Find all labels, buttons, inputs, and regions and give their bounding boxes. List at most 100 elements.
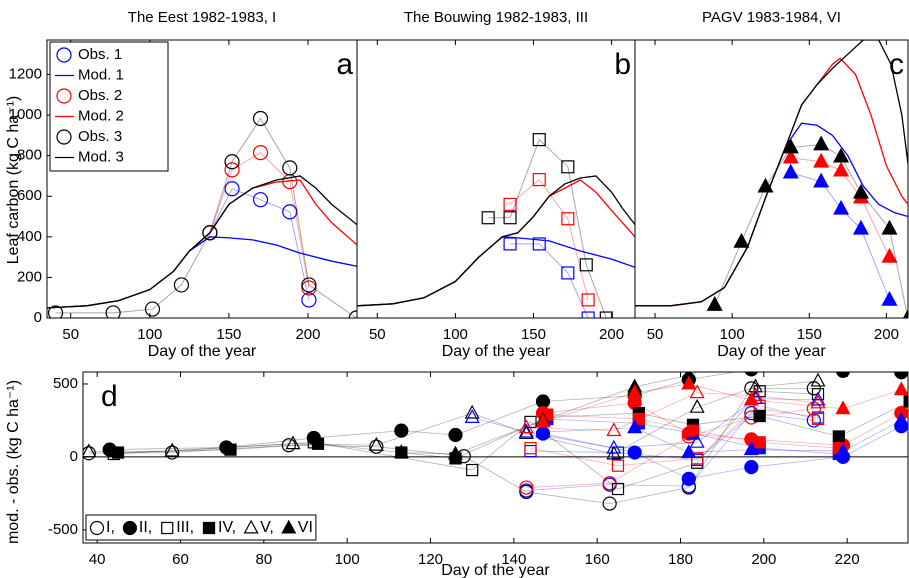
marker bbox=[111, 446, 125, 459]
x-tick-label: 200 bbox=[599, 326, 624, 343]
x-tick-label: 120 bbox=[418, 551, 443, 568]
marker bbox=[893, 381, 908, 396]
panel-label: d bbox=[101, 380, 118, 413]
link-line bbox=[109, 372, 902, 451]
marker bbox=[833, 161, 850, 177]
marker bbox=[893, 412, 908, 426]
marker bbox=[611, 459, 625, 472]
marker bbox=[881, 290, 898, 306]
marker bbox=[813, 172, 830, 188]
link-line bbox=[542, 383, 902, 423]
marker bbox=[369, 439, 384, 454]
x-tick-label: 60 bbox=[172, 551, 189, 568]
legend-label: V, bbox=[260, 519, 274, 536]
marker bbox=[689, 433, 705, 448]
legend-label: III, bbox=[176, 519, 194, 536]
marker bbox=[311, 437, 325, 450]
marker bbox=[164, 442, 180, 457]
marker bbox=[285, 435, 301, 450]
link-line bbox=[117, 401, 908, 459]
marker bbox=[282, 160, 298, 176]
marker bbox=[224, 443, 237, 456]
marker bbox=[606, 422, 622, 437]
marker bbox=[627, 384, 643, 399]
marker bbox=[105, 305, 121, 318]
marker bbox=[681, 471, 696, 486]
marker bbox=[753, 409, 766, 423]
legend-marker bbox=[122, 520, 137, 536]
legend-marker bbox=[56, 88, 72, 104]
marker bbox=[743, 441, 759, 456]
marker bbox=[393, 444, 409, 459]
y-tick-label: 1200 bbox=[9, 65, 42, 82]
marker bbox=[252, 192, 269, 208]
marker bbox=[835, 400, 851, 415]
marker bbox=[810, 372, 826, 387]
x-tick-label: 150 bbox=[216, 326, 241, 343]
marker bbox=[813, 135, 830, 151]
legend-box bbox=[49, 41, 169, 172]
link-line bbox=[526, 408, 814, 488]
marker bbox=[753, 436, 766, 449]
plot-frame bbox=[634, 39, 909, 319]
x-axis-label: Day of the year bbox=[717, 343, 826, 360]
marker bbox=[252, 145, 269, 161]
marker bbox=[535, 413, 551, 428]
link-line bbox=[530, 405, 819, 467]
marker bbox=[202, 225, 218, 241]
panel-label: a bbox=[336, 48, 353, 81]
marker bbox=[599, 311, 613, 318]
marker bbox=[813, 152, 830, 168]
y-tick-label: 200 bbox=[17, 268, 42, 285]
x-tick-label: 40 bbox=[89, 551, 106, 568]
legend-box bbox=[85, 514, 317, 541]
obs-line bbox=[55, 117, 357, 318]
marker bbox=[581, 293, 595, 307]
marker bbox=[173, 277, 190, 293]
marker bbox=[503, 211, 517, 225]
marker bbox=[689, 398, 705, 413]
x-tick-label: 100 bbox=[443, 326, 468, 343]
marker bbox=[524, 442, 537, 455]
link-line bbox=[88, 387, 814, 505]
obs-line bbox=[714, 143, 908, 318]
marker bbox=[602, 496, 617, 511]
marker bbox=[833, 199, 850, 215]
x-tick-label: 50 bbox=[369, 326, 386, 343]
marker bbox=[519, 483, 534, 498]
marker bbox=[144, 301, 161, 317]
marker bbox=[301, 280, 317, 296]
marker bbox=[348, 310, 357, 318]
marker bbox=[394, 423, 409, 438]
marker bbox=[47, 305, 64, 318]
marker bbox=[611, 482, 625, 496]
x-tick-label: 180 bbox=[668, 551, 693, 568]
marker bbox=[810, 394, 826, 409]
marker bbox=[811, 388, 825, 401]
marker bbox=[835, 442, 851, 457]
marker bbox=[686, 424, 700, 437]
legend-label: VI bbox=[298, 519, 313, 536]
marker bbox=[518, 419, 534, 434]
marker bbox=[579, 258, 593, 272]
marker bbox=[281, 438, 296, 453]
marker bbox=[301, 277, 317, 293]
marker bbox=[448, 427, 463, 443]
marker bbox=[224, 154, 240, 170]
obs-line bbox=[488, 138, 607, 318]
legend-marker bbox=[161, 521, 174, 535]
link-line bbox=[401, 372, 699, 455]
obs-line bbox=[790, 172, 890, 301]
model-line bbox=[47, 179, 357, 309]
marker bbox=[518, 423, 534, 438]
link-line bbox=[530, 408, 819, 461]
x-tick-label: 200 bbox=[295, 326, 320, 343]
model-line bbox=[357, 236, 635, 307]
marker bbox=[466, 463, 479, 477]
marker bbox=[165, 445, 180, 460]
plot-frame bbox=[82, 371, 909, 544]
marker bbox=[561, 266, 575, 280]
marker bbox=[782, 138, 799, 154]
marker bbox=[447, 445, 464, 460]
